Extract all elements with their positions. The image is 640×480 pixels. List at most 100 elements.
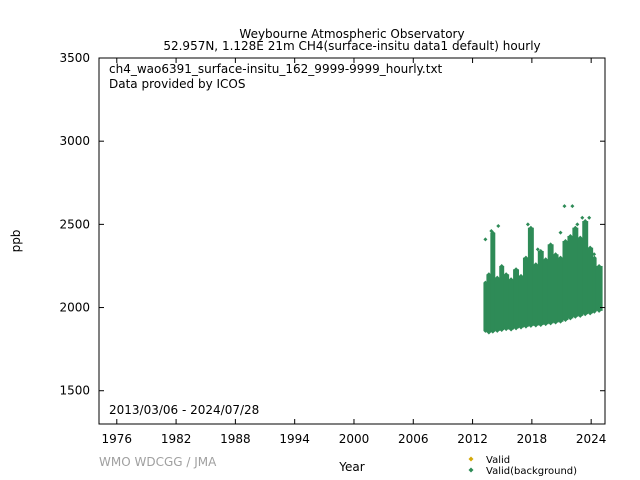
- data-point-high: [588, 245, 593, 250]
- y-axis-label: ppb: [9, 230, 23, 253]
- x-tick-label: 1976: [102, 432, 133, 446]
- x-tick-label: 1994: [279, 432, 310, 446]
- data-point-band: [577, 237, 584, 316]
- y-tick-label: 2500: [59, 217, 90, 231]
- data-point-low: [573, 314, 578, 319]
- data-point-band: [537, 250, 544, 326]
- data-point-band: [486, 274, 492, 333]
- data-point-band: [547, 244, 554, 324]
- data-point-band: [552, 254, 559, 323]
- data-point-high: [553, 252, 558, 257]
- data-point-high: [495, 275, 500, 280]
- data-point-band: [513, 269, 520, 329]
- x-tick-label: 1982: [161, 432, 192, 446]
- data-point-low: [486, 330, 491, 335]
- x-tick-label: 2006: [398, 432, 429, 446]
- data-point-high: [578, 235, 583, 240]
- data-point-low: [538, 323, 543, 328]
- data-point-band: [595, 265, 603, 311]
- legend-label: Valid(background): [486, 466, 577, 477]
- provider-label: Data provided by ICOS: [109, 77, 245, 91]
- data-point-low: [504, 327, 509, 332]
- data-point-outlier: [587, 215, 592, 220]
- data-point-high: [514, 267, 519, 272]
- chart-subtitle: 52.957N, 1.128E 21m CH4(surface-insitu d…: [163, 39, 540, 53]
- data-point-high: [583, 219, 588, 224]
- x-tick-label: 2018: [517, 432, 548, 446]
- data-point-high: [533, 262, 538, 267]
- data-point-band: [587, 247, 594, 314]
- credit-label: WMO WDCGG / JMA: [99, 455, 217, 469]
- data-point-band: [483, 282, 488, 331]
- data-point-band: [490, 232, 496, 332]
- y-tick-label: 3500: [59, 51, 90, 65]
- data-point-high: [592, 255, 597, 260]
- data-point-high: [563, 239, 568, 243]
- data-point-high: [518, 273, 523, 278]
- data-point-outlier: [558, 230, 563, 235]
- data-point-low: [518, 325, 523, 330]
- data-point-outlier: [525, 222, 530, 227]
- data-point-band: [582, 221, 589, 315]
- data-point-low: [495, 328, 500, 333]
- data-point-low: [558, 319, 563, 324]
- data-point-outlier: [592, 252, 597, 257]
- chart-title: Weybourne Atmospheric Observatory: [239, 27, 464, 41]
- data-point-outlier: [580, 215, 585, 220]
- data-point-outlier: [496, 224, 501, 229]
- data-point-band: [562, 241, 569, 321]
- data-point-high: [523, 255, 528, 260]
- data-point-outlier: [528, 232, 533, 237]
- data-point-low: [490, 329, 495, 334]
- data-point-high: [543, 257, 548, 262]
- data-point-high: [573, 225, 578, 230]
- data-point-low: [553, 320, 558, 325]
- data-point-low: [568, 316, 573, 321]
- data-point-band: [572, 227, 579, 317]
- data-point-high: [486, 272, 491, 277]
- data-point-band: [518, 275, 524, 328]
- file-label: ch4_wao6391_surface-insitu_162_9999-9999…: [109, 62, 443, 76]
- data-point-outlier: [575, 222, 580, 227]
- data-point-low: [523, 324, 528, 329]
- data-point-outlier: [483, 237, 488, 242]
- x-tick-label: 2000: [339, 432, 370, 446]
- legend-marker: [468, 467, 474, 473]
- data-point-band: [499, 265, 505, 331]
- legend-marker: [468, 456, 474, 462]
- x-axis-label: Year: [338, 460, 364, 474]
- data-point-outlier: [535, 247, 540, 252]
- y-tick-label: 1500: [59, 384, 90, 398]
- data-point-band: [557, 257, 564, 322]
- data-point-outlier: [570, 204, 575, 209]
- data-point-high: [568, 234, 573, 239]
- data-point-high: [548, 242, 553, 247]
- data-point-low: [528, 323, 533, 328]
- data-point-band: [527, 227, 534, 326]
- x-tick-label: 2012: [457, 432, 488, 446]
- x-axis: 1976 1982 1988 1994 2000 2006 2012 2018 2024: [102, 58, 607, 446]
- data-point-high: [558, 255, 563, 260]
- data-point-low: [548, 321, 553, 326]
- y-tick-label: 3000: [59, 134, 90, 148]
- data-point-high: [528, 225, 533, 230]
- data-point-low: [597, 308, 602, 313]
- data-point-low: [533, 323, 538, 328]
- data-point-high: [499, 263, 504, 268]
- data-point-low: [588, 311, 593, 316]
- data-point-low: [563, 318, 568, 323]
- x-tick-label: 2024: [576, 432, 607, 446]
- data-point-outlier: [489, 229, 494, 234]
- data-point-band: [542, 259, 549, 325]
- data-point-high: [538, 248, 543, 253]
- data-point-low: [578, 313, 583, 318]
- data-point-high: [504, 272, 509, 277]
- plot-data: [483, 204, 603, 335]
- data-point-low: [583, 312, 588, 317]
- data-point-low: [514, 326, 519, 331]
- data-point-band: [522, 257, 529, 327]
- data-point-band: [494, 277, 501, 331]
- data-point-high: [597, 263, 602, 268]
